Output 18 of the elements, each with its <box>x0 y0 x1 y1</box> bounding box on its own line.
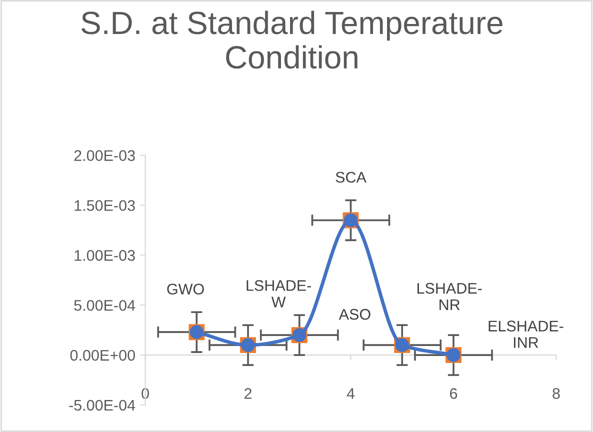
y-tick-label: 0.00E+00 <box>70 350 135 361</box>
x-tick-label: 8 <box>552 388 560 399</box>
chart-title: S.D. at Standard Temperature Condition <box>82 10 502 69</box>
annotation: ELSHADE-INR <box>488 320 564 348</box>
annotation: ASO <box>338 308 370 320</box>
y-tick-label: 1.50E-03 <box>74 200 135 211</box>
annotation: LSHADE-W <box>246 280 312 308</box>
y-tick-label: 2.00E-03 <box>74 150 135 161</box>
y-tick-label: -5.00E-04 <box>69 400 136 411</box>
x-tick-label: 4 <box>346 388 355 399</box>
y-tick-label: 5.00E-04 <box>74 300 136 311</box>
annotation: SCA <box>336 172 366 183</box>
x-tick-label: 0 <box>142 388 149 399</box>
annotation: GWO <box>167 284 204 295</box>
x-tick-label: 6 <box>450 388 458 399</box>
y-tick-label: 1.00E-03 <box>74 250 135 261</box>
x-tick-label: 2 <box>244 388 252 399</box>
annotation: LSHADE-NR <box>417 282 482 310</box>
